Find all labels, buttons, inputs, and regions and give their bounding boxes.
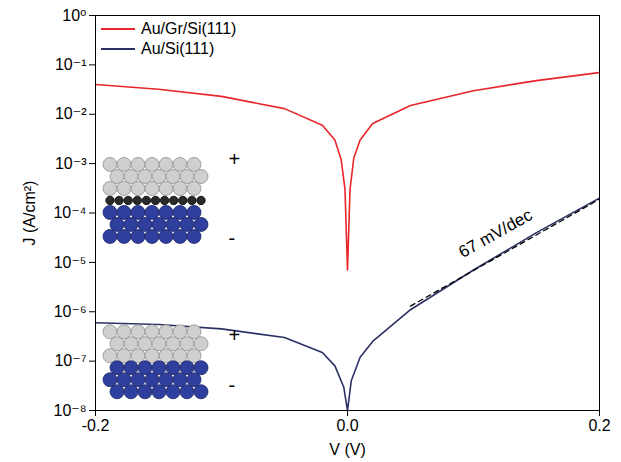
html-text:Au/Si(111): Au/Si(111) [141, 40, 215, 57]
svg-text:0.2: 0.2 [588, 417, 610, 434]
svg-text:10⁻⁷: 10⁻⁷ [54, 352, 86, 369]
svg-text:0.0: 0.0 [336, 417, 358, 434]
html-text:Au/Gr/Si(111): Au/Gr/Si(111) [141, 20, 237, 37]
svg-text:67 mV/dec: 67 mV/dec [455, 205, 536, 262]
svg-text:10⁻³: 10⁻³ [55, 155, 87, 172]
svg-text:10⁻²: 10⁻² [55, 105, 87, 122]
svg-text:10⁻⁴: 10⁻⁴ [53, 204, 86, 221]
svg-text:10⁰: 10⁰ [62, 7, 86, 24]
svg-text:-: - [229, 227, 236, 249]
svg-text:J (A/cm²): J (A/cm²) [21, 181, 38, 246]
svg-text:10⁻⁸: 10⁻⁸ [53, 401, 87, 419]
svg-text:10⁻⁶: 10⁻⁶ [54, 303, 87, 320]
svg-text:10⁻¹: 10⁻¹ [55, 56, 87, 73]
svg-text:+: + [229, 148, 241, 170]
svg-text:V (V): V (V) [329, 441, 365, 458]
svg-text:-0.2: -0.2 [82, 417, 110, 434]
svg-text:+: + [229, 324, 241, 346]
svg-text:-: - [229, 374, 236, 396]
svg-text:10⁻⁵: 10⁻⁵ [54, 253, 87, 270]
